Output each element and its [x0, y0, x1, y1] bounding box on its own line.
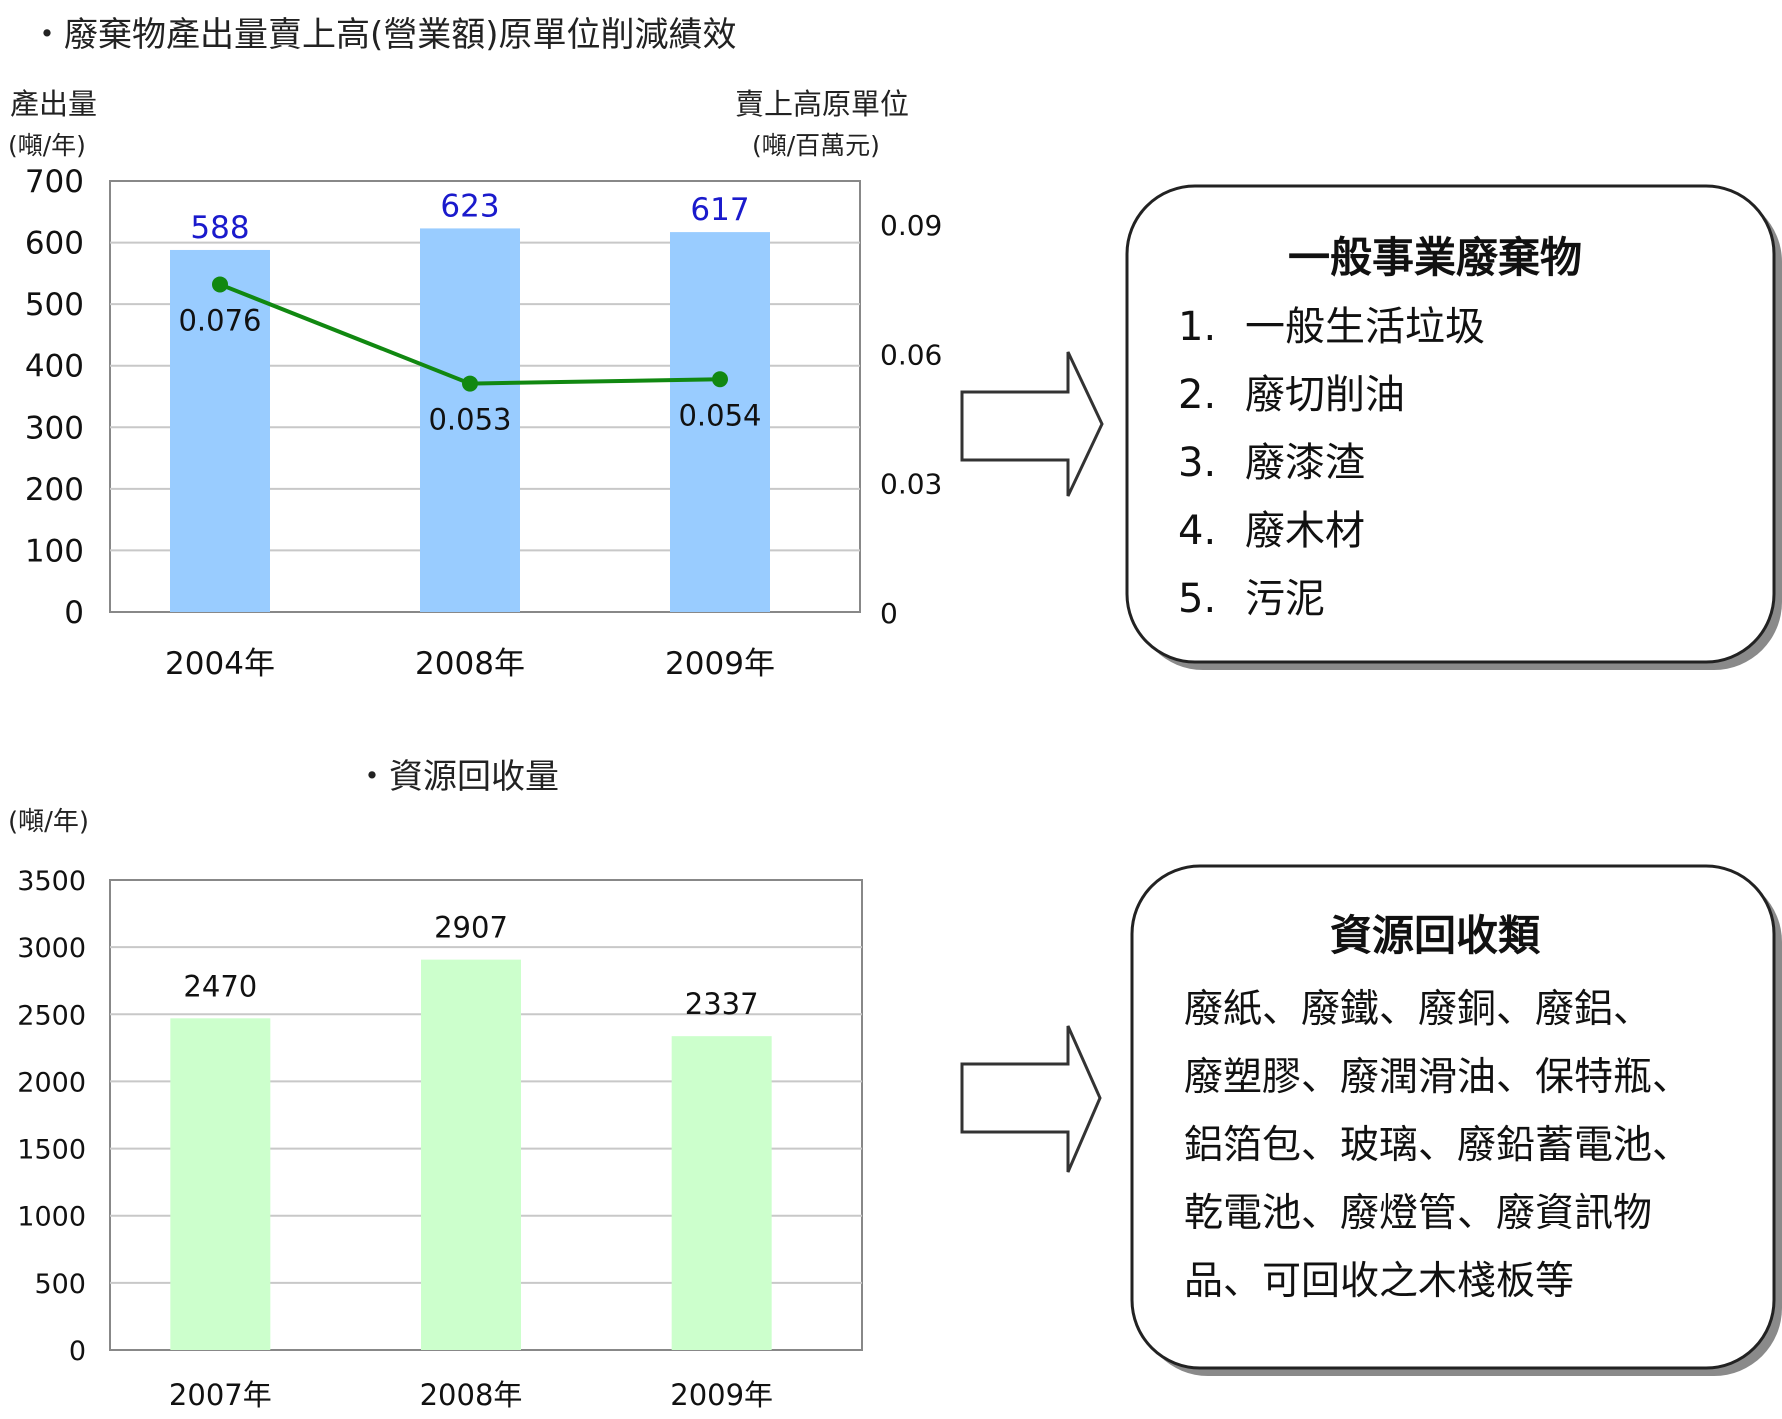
chart1-left-tick-label: 400 [25, 349, 84, 385]
chart1-line-value-label: 0.053 [428, 403, 511, 437]
chart1-left-tick-label: 700 [25, 164, 84, 200]
chart1-line-point [212, 276, 228, 293]
chart2-tick-label: 0 [69, 1336, 86, 1367]
chart1-category-label: 2004年 [165, 646, 275, 682]
chart2-category-labels: 2007年 2008年 2009年 [169, 1378, 773, 1412]
general-waste-item-4-num: 4. [1178, 508, 1216, 554]
general-waste-item-4: 廢木材 [1245, 508, 1365, 554]
chart1-left-axis-title: 產出量 [10, 87, 97, 121]
chart1-left-tick-label: 100 [25, 533, 84, 569]
general-waste-box-title: 一般事業廢棄物 [1288, 233, 1582, 282]
general-waste-item-1-num: 1. [1178, 304, 1216, 350]
recycling-box-line-4: 乾電池、廢燈管、廢資訊物 [1184, 1191, 1652, 1236]
chart1-left-tick-label: 500 [25, 287, 84, 323]
chart2-title: ・資源回收量 [355, 757, 559, 797]
chart2-ticks: 0 500 1000 1500 2000 2500 3000 3500 [17, 866, 86, 1367]
chart2-tick-label: 2500 [17, 1000, 86, 1031]
chart1-right-ticks: 0 0.03 0.06 0.09 [880, 209, 942, 630]
chart2-tick-label: 500 [34, 1269, 86, 1300]
chart2-tick-label: 1500 [17, 1135, 86, 1166]
recycling-box-line-1: 廢紙、廢鐵、廢銅、廢鋁、 [1184, 987, 1652, 1032]
chart1-line-series [212, 276, 728, 392]
chart2-category-label: 2007年 [169, 1378, 272, 1412]
chart1-left-tick-label: 300 [25, 410, 84, 446]
general-waste-item-1: 一般生活垃圾 [1245, 304, 1485, 350]
chart1-right-tick-label: 0 [880, 597, 898, 630]
chart2-bar [170, 1018, 271, 1350]
chart2-tick-label: 3500 [17, 866, 86, 897]
chart2-bar [421, 959, 521, 1350]
general-waste-item-5: 污泥 [1245, 576, 1325, 622]
recycling-box: 資源回收類 廢紙、廢鐵、廢銅、廢鋁、 廢塑膠、廢潤滑油、保特瓶、 鋁箔包、玻璃、… [1130, 864, 1782, 1376]
chart1-bar [420, 228, 520, 612]
chart2-bar-labels: 2470 2907 2337 [183, 911, 758, 1022]
chart2-category-label: 2008年 [420, 1378, 523, 1412]
recycling-box-line-3: 鋁箔包、玻璃、廢鉛蓄電池、 [1184, 1123, 1691, 1168]
chart1-line-value-label: 0.076 [178, 303, 261, 337]
recycling-box-line-2: 廢塑膠、廢潤滑油、保特瓶、 [1184, 1055, 1691, 1100]
chart1-line-labels: 0.076 0.053 0.054 [178, 303, 761, 436]
chart1-bar-value-label: 617 [690, 192, 749, 228]
general-waste-item-3-num: 3. [1178, 440, 1216, 486]
chart1-left-tick-label: 600 [25, 226, 84, 262]
chart1-bar-value-label: 623 [440, 188, 499, 224]
chart1-bar [170, 249, 270, 612]
chart2-bar-value-label: 2337 [685, 987, 759, 1021]
chart1-bar [670, 232, 770, 612]
general-waste-item-5-num: 5. [1178, 576, 1216, 622]
chart2-bar [671, 1036, 772, 1350]
chart1-right-axis-unit: (噸/百萬元) [752, 131, 880, 160]
chart2-category-label: 2009年 [670, 1378, 773, 1412]
chart1-line-point [712, 371, 728, 388]
chart2-bar-value-label: 2470 [183, 969, 257, 1003]
chart2-bars [170, 959, 772, 1350]
general-waste-item-3: 廢漆渣 [1245, 440, 1365, 486]
chart1-category-label: 2008年 [415, 646, 525, 682]
recycling-box-title: 資源回收類 [1330, 911, 1541, 960]
right-arrow-top [960, 351, 1104, 497]
chart1-left-tick-label: 0 [64, 595, 84, 631]
chart1-right-tick-label: 0.06 [880, 338, 942, 371]
chart1-line-value-label: 0.054 [678, 398, 761, 432]
general-waste-box: 一般事業廢棄物 1. 一般生活垃圾 2. 廢切削油 3. 廢漆渣 4. 廢木材 … [1125, 184, 1782, 670]
recycling-chart: ・資源回收量 (噸/年) 0 500 1000 1500 2000 2500 3000 350… [8, 757, 863, 1412]
chart1-bars [170, 228, 770, 612]
chart1-left-ticks: 0 100 200 300 400 500 600 700 [25, 164, 84, 631]
recycling-box-frame [1130, 864, 1776, 1370]
chart1-bar-value-label: 588 [190, 210, 249, 246]
chart1-line-point [462, 375, 478, 392]
chart1-left-tick-label: 200 [25, 472, 84, 508]
chart1-category-label: 2009年 [665, 646, 775, 682]
general-waste-box-frame [1125, 184, 1776, 664]
chart1-bar-labels: 588 623 617 [190, 188, 749, 246]
chart2-tick-label: 1000 [17, 1202, 86, 1233]
chart1-category-labels: 2004年 2008年 2009年 [165, 646, 775, 682]
chart2-tick-label: 2000 [17, 1067, 86, 1098]
chart2-axis-unit: (噸/年) [8, 807, 89, 837]
chart1-title: ・廢棄物產出量賣上高(營業額)原單位削減績效 [30, 15, 737, 55]
chart2-tick-label: 3000 [17, 933, 86, 964]
chart1-right-axis-title: 賣上高原單位 [735, 87, 909, 121]
recycling-box-line-5: 品、可回收之木棧板等 [1184, 1259, 1574, 1304]
chart1-right-tick-label: 0.09 [880, 209, 942, 242]
general-waste-item-2: 廢切削油 [1245, 372, 1405, 418]
general-waste-item-2-num: 2. [1178, 372, 1216, 418]
right-arrow-bottom [960, 1025, 1102, 1173]
chart1-left-axis-unit: (噸/年) [8, 131, 86, 160]
chart2-bar-value-label: 2907 [434, 911, 508, 945]
chart1-right-tick-label: 0.03 [880, 468, 942, 501]
waste-output-chart: ・廢棄物產出量賣上高(營業額)原單位削減績效 產出量 (噸/年) 賣上高原單位 … [8, 15, 942, 682]
